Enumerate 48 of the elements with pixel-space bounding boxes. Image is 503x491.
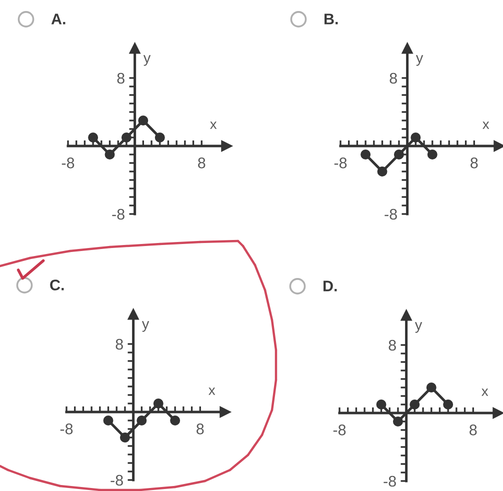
- point: [88, 132, 98, 142]
- point: [138, 116, 148, 126]
- point: [360, 150, 371, 160]
- point: [394, 150, 404, 160]
- point: [136, 416, 147, 426]
- y-axis-title: y: [414, 322, 422, 333]
- point: [376, 400, 386, 410]
- x-tick-label: -8: [62, 158, 74, 168]
- x-tick-label: -8: [334, 158, 347, 168]
- chart-title: B.: [324, 14, 338, 24]
- x-axis-title: x: [210, 122, 217, 129]
- x-axis-title: x: [482, 388, 488, 396]
- chart-title: D.: [324, 280, 337, 292]
- y-axis-title: y: [416, 55, 424, 66]
- y-axis-title: y: [143, 55, 151, 66]
- x-tick-label: 8: [470, 424, 477, 436]
- y-tick-label: -8: [384, 208, 397, 220]
- x-axis-title: x: [482, 122, 490, 129]
- y-axis-title: y: [142, 321, 150, 332]
- point: [410, 132, 421, 142]
- y-tick-label: 8: [117, 72, 124, 84]
- point: [427, 150, 438, 160]
- chart-title: C.: [50, 280, 64, 290]
- x-tick-label: 8: [196, 424, 204, 434]
- point: [120, 432, 130, 442]
- chart-title: A.: [51, 14, 66, 24]
- x-tick-label: -8: [333, 424, 346, 436]
- x-tick-label: 8: [198, 158, 206, 168]
- x-tick-label: -8: [60, 424, 73, 434]
- point: [121, 132, 132, 142]
- y-tick-label: 8: [390, 72, 397, 84]
- y-tick-label: 8: [388, 340, 396, 351]
- y-tick-label: -8: [384, 476, 396, 487]
- point: [410, 400, 420, 410]
- point: [153, 398, 164, 408]
- point: [392, 416, 403, 426]
- point: [104, 150, 115, 160]
- point: [170, 416, 180, 426]
- point: [443, 400, 454, 410]
- y-tick-label: 8: [116, 338, 123, 350]
- x-axis-title: x: [208, 388, 216, 395]
- point: [154, 132, 165, 142]
- point: [103, 416, 114, 426]
- y-tick-label: -8: [112, 208, 124, 220]
- y-tick-label: -8: [110, 474, 123, 486]
- point: [426, 382, 436, 392]
- point: [377, 166, 388, 176]
- x-tick-label: 8: [470, 158, 478, 168]
